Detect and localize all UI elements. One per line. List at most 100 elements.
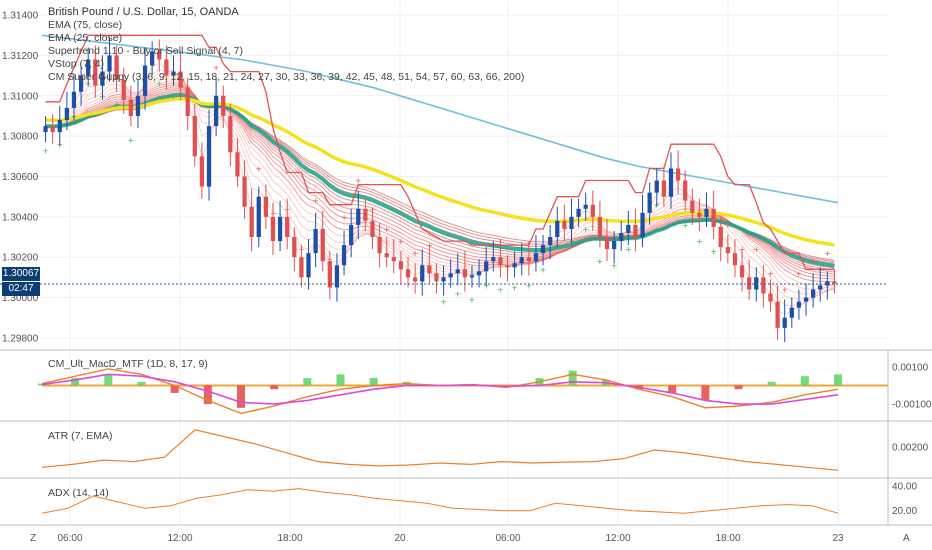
ema75-line [41,34,839,204]
guppy-band [45,89,835,273]
candle-body [128,99,133,116]
candle-body [462,269,468,278]
candle-body [548,237,553,246]
y-tick-label: 1.30600 [2,172,39,183]
macd-histogram-bar [237,385,245,408]
guppy-ribbon [45,62,835,315]
vstop-marker: + [611,261,618,270]
candle-body [761,277,766,294]
x-tick-label: 12:00 [605,533,630,544]
candle-body [647,192,652,213]
ema-lines [41,34,839,204]
candle-body [341,245,347,266]
candle-body [533,253,539,262]
y-tick-label: 1.30800 [2,132,39,143]
atr-pane-label[interactable]: ATR (7, EMA) [48,430,113,442]
zoom-corner-button[interactable]: Z [30,533,37,544]
candle-body [832,281,837,284]
auto-scale-button[interactable]: A [903,533,910,544]
candle-body [427,265,432,274]
candle-body [192,115,197,157]
candle-body [434,273,439,282]
vstop-marker: + [355,177,362,186]
candle-body [654,180,659,193]
candle-body [384,253,389,258]
vstop-marker: + [582,225,589,234]
macd-histogram-bar [137,381,146,386]
current-price-tag: 1.30067 [2,267,40,281]
candle-body [256,196,261,238]
candle-body [93,59,98,86]
candle-body [484,261,489,272]
candle-body [107,55,112,72]
vstop-marker: + [383,225,390,234]
macd-line [41,368,839,415]
y-tick-label: 1.29800 [2,333,39,344]
vstop-marker: + [724,221,731,230]
candle-body [555,220,560,238]
adx-pane-label[interactable]: ADX (14, 14) [48,487,109,499]
vstop-marker: + [540,265,547,274]
candle-body [78,75,84,92]
vstop-marker: + [483,281,490,290]
y-tick-label: 1.31200 [2,51,39,62]
candle-body [754,277,759,290]
candle-body [86,59,91,76]
vstop-marker: + [127,136,134,145]
y-tick-label: 1.30200 [2,253,39,264]
candle-body [420,265,425,282]
vstop-marker: + [440,298,447,307]
candle-body [562,220,567,229]
vstop-marker: + [312,197,319,206]
macd-tick-label: -0.00100 [892,400,932,411]
atr-line [41,429,839,471]
candle-body [690,200,695,213]
candle-body [747,277,752,290]
candle-body [249,206,254,238]
candle-body [199,156,205,187]
y-tick-label: 1.30000 [2,293,39,304]
guppy-band [45,68,835,307]
vstop-marker: + [42,146,49,155]
atr-tick-label: 0.00200 [892,443,929,454]
adx-tick-label: 40.00 [892,482,917,493]
candle-body [782,317,787,328]
vstop-marker: + [469,296,476,305]
guppy-band [45,82,835,283]
macd-histogram-bar [336,374,345,386]
candle-body [448,273,453,278]
macd-histogram-bar [800,376,809,386]
candle-body [178,71,183,88]
vstop-marker: + [170,92,177,101]
chart-grid [0,0,888,525]
macd-pane [38,368,888,415]
vstop-marker: + [525,281,532,290]
candle-body [583,204,588,209]
guppy-slow-band [45,92,835,268]
candle-body [171,71,176,76]
vstop-marker: + [781,285,788,294]
macd-histogram-bar [701,385,710,401]
candle-body [292,237,297,258]
candle-body [377,237,382,254]
vstop-marker: + [497,285,504,294]
candle-body [775,301,780,328]
macd-histogram-bar [369,378,378,386]
candle-body [349,224,354,246]
x-tick-label: 06:00 [57,533,82,544]
adx-pane [41,488,839,514]
macd-pane-label[interactable]: CM_Ult_MacD_MTF (1D, 8, 17, 9) [48,358,208,370]
vstop-marker: + [426,241,433,250]
supertrend-path [45,34,835,270]
macd-histogram-bar [668,385,677,393]
candle-body [71,91,77,108]
candle-body [505,265,510,268]
candle-body [810,289,816,298]
candle-body [228,115,233,153]
x-tick-label: 12:00 [167,533,192,544]
guppy-band [45,88,835,275]
candle-body [512,263,517,268]
candle-body [498,257,503,266]
macd-histogram-bar [734,385,743,390]
